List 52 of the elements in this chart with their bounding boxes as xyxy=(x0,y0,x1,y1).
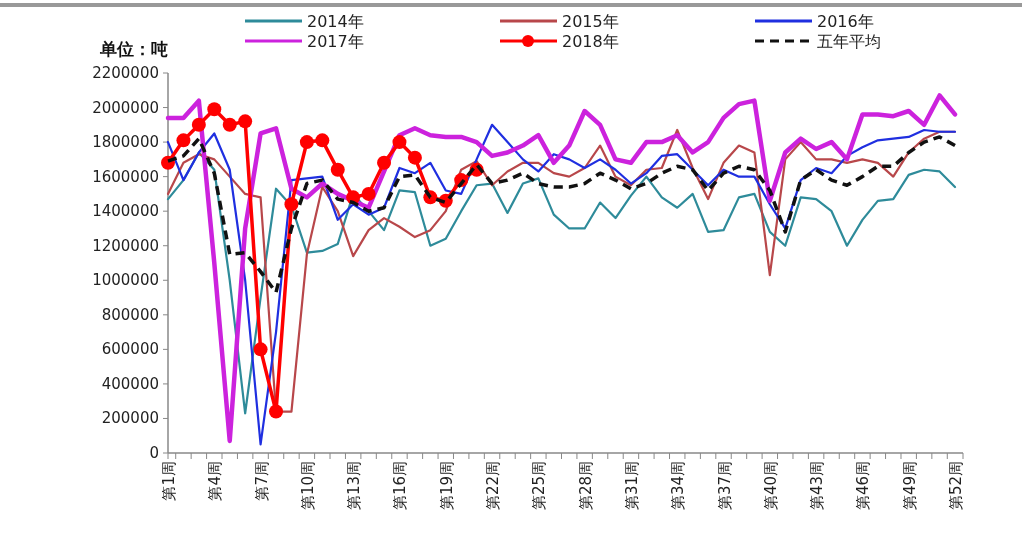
x-tick-label: 第49周 xyxy=(900,461,919,511)
point xyxy=(407,150,422,165)
point xyxy=(269,404,284,419)
point xyxy=(222,117,237,132)
legend-label: 五年平均 xyxy=(817,32,881,51)
x-tick-label: 第16周 xyxy=(391,461,410,511)
y-tick-label: 1200000 xyxy=(92,236,159,255)
x-tick-label: 第52周 xyxy=(947,461,965,511)
x-tick-label: 第43周 xyxy=(808,461,827,511)
legend-label: 2014年 xyxy=(307,12,364,31)
legend-label: 2015年 xyxy=(562,12,619,31)
point xyxy=(315,133,330,148)
point xyxy=(330,162,345,177)
y-tick-label: 800000 xyxy=(101,305,159,324)
point xyxy=(176,133,191,148)
x-tick-label: 第46周 xyxy=(854,461,873,511)
point xyxy=(361,186,376,201)
y-tick-label: 1800000 xyxy=(92,133,159,152)
x-tick-label: 第25周 xyxy=(530,461,549,511)
point xyxy=(392,135,407,150)
point xyxy=(377,155,392,170)
point xyxy=(207,102,222,117)
x-tick-label: 第19周 xyxy=(437,461,456,511)
point xyxy=(191,117,206,132)
y-tick-label: 2200000 xyxy=(92,64,159,82)
x-tick-label: 第31周 xyxy=(622,461,641,511)
x-tick-label: 第10周 xyxy=(298,461,317,511)
x-tick-label: 第22周 xyxy=(484,461,503,511)
x-tick-label: 第37周 xyxy=(715,461,734,511)
legend-label: 2016年 xyxy=(817,12,874,31)
y-tick-label: 2000000 xyxy=(92,98,159,117)
point xyxy=(238,114,253,129)
x-tick-label: 第1周 xyxy=(160,461,178,501)
x-tick-label: 第4周 xyxy=(206,461,225,501)
y-tick-label: 400000 xyxy=(101,374,159,393)
x-tick-label: 第7周 xyxy=(252,461,271,501)
x-tick-label: 第40周 xyxy=(761,461,780,511)
x-tick-label: 第34周 xyxy=(669,461,688,511)
legend-label: 2017年 xyxy=(307,32,364,51)
y-tick-label: 600000 xyxy=(101,340,159,359)
y-tick-label: 1400000 xyxy=(92,202,159,221)
y-tick-label: 1000000 xyxy=(92,271,159,290)
x-tick-label: 第28周 xyxy=(576,461,595,511)
point xyxy=(299,135,314,150)
point xyxy=(253,342,268,357)
y-tick-label: 0 xyxy=(149,444,159,462)
x-tick-label: 第13周 xyxy=(345,461,364,511)
legend-label: 2018年 xyxy=(562,32,619,51)
y-tick-label: 1600000 xyxy=(92,167,159,186)
y-axis-title: 单位：吨 xyxy=(99,39,168,59)
point xyxy=(284,197,299,212)
y-tick-label: 200000 xyxy=(101,409,159,428)
